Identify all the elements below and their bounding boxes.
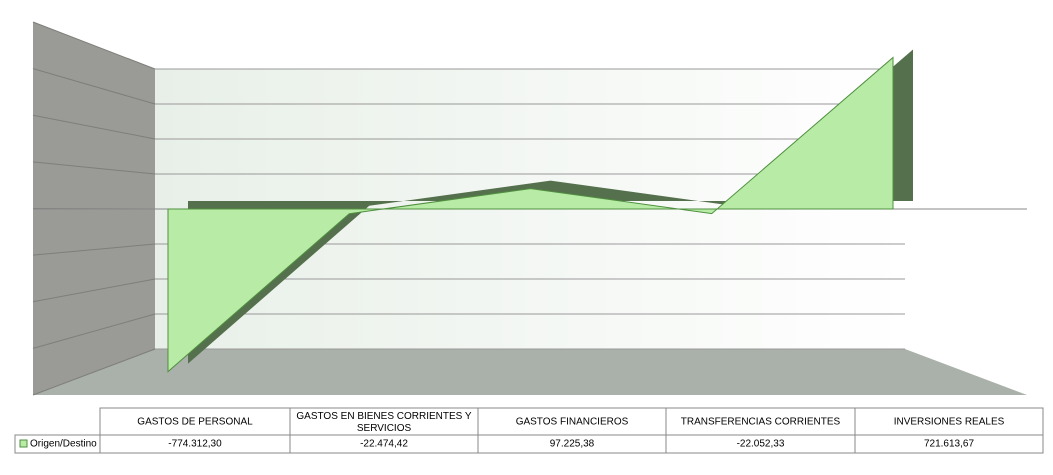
side-grid-line: [32, 278, 156, 303]
category-label: INVERSIONES REALES: [894, 417, 1005, 428]
side-grid-line: [32, 348, 156, 396]
side-grid-line: [32, 161, 156, 175]
value-label: -22.052,33: [737, 439, 785, 450]
value-label: -22.474,42: [360, 439, 408, 450]
side-grid-line: [32, 21, 156, 70]
floor: [33, 349, 1027, 395]
value-label: -774.312,30: [168, 439, 222, 450]
legend-label: Origen/Destino: [30, 439, 97, 450]
category-label: TRANSFERENCIAS CORRIENTES: [681, 417, 841, 428]
value-label: 721.613,67: [924, 439, 974, 450]
category-label: GASTOS EN BIENES CORRIENTES Y SERVICIOS: [296, 411, 472, 434]
category-line: SERVICIOS: [357, 423, 412, 434]
value-label: 97.225,38: [550, 439, 595, 450]
category-line: GASTOS EN BIENES CORRIENTES Y: [296, 411, 472, 422]
area-depth: [188, 49, 913, 364]
side-grid-line: [32, 114, 156, 140]
table-row: [14, 434, 1044, 454]
area: [167, 56, 894, 373]
side-grid-line: [32, 68, 156, 105]
legend-swatch: [19, 439, 28, 448]
side-grid-line: [32, 313, 156, 349]
category-label: GASTOS DE PERSONAL: [137, 417, 253, 428]
side-grid-line: [32, 243, 156, 256]
category-label: GASTOS FINANCIEROS: [516, 417, 629, 428]
